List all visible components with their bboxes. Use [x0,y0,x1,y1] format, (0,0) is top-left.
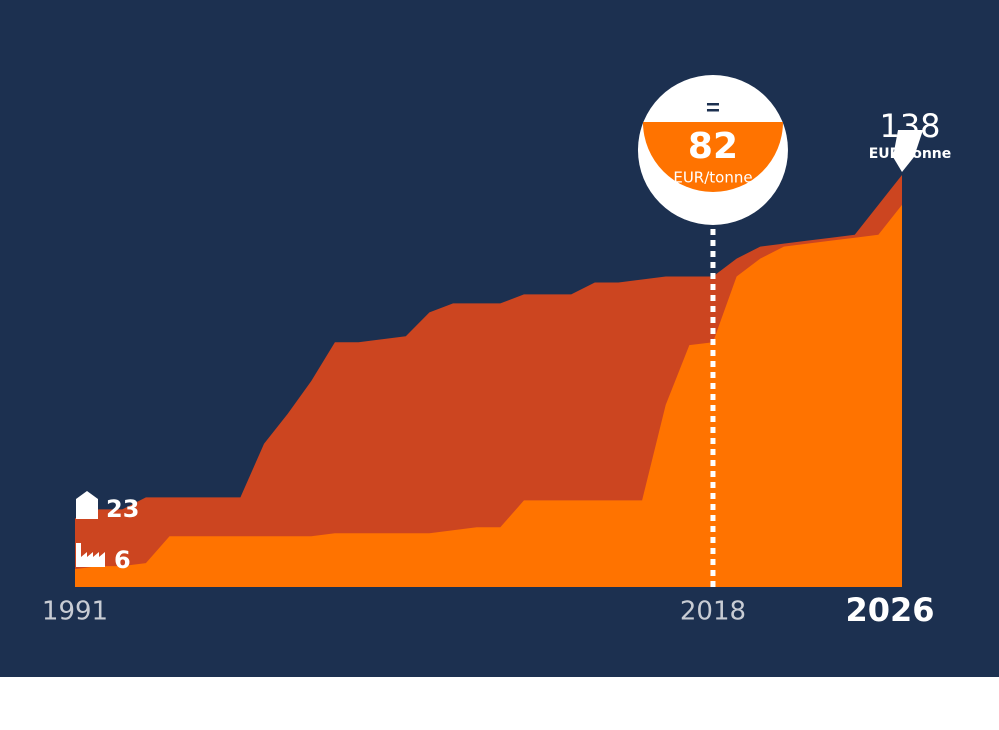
badge-bottom [642,122,783,192]
end-pennant [893,130,923,172]
badge-value: 82 [688,126,738,167]
factory-icon [724,84,754,108]
end-value: 138 [879,107,940,145]
house-icon [76,491,98,519]
end-unit: EUR/tonne [869,146,952,162]
area [75,204,902,587]
house-icon [666,86,694,120]
x-tick-label: 2026 [845,591,934,629]
factory-icon [76,543,105,567]
equals-top [706,103,719,106]
x-tick-label: 2018 [680,597,746,627]
start-label: 23 [106,495,139,523]
start-label: 6 [114,546,131,574]
equals-bottom [706,109,719,112]
badge-unit: EUR/tonne [673,169,752,187]
x-tick-label: 1991 [42,597,108,627]
